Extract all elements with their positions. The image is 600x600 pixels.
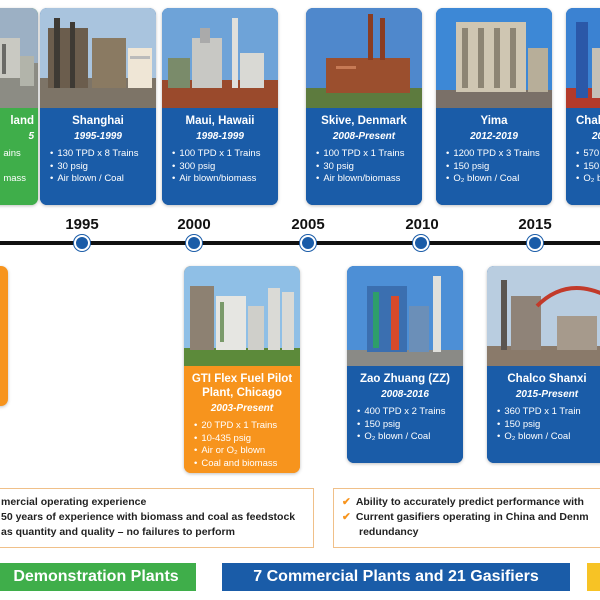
plant-spec: Air blown/biomass [172, 173, 278, 186]
plant-years: 1995-1999 [74, 131, 122, 142]
banner-label: 7 Commercial Plants and 21 Gasifiers [253, 568, 539, 585]
plant-spec: 300 psig [172, 161, 278, 174]
plant-spec: O₂ b [576, 173, 600, 186]
plant-photo [0, 8, 38, 108]
plant-spec: 150 psig [357, 419, 463, 432]
commercial-plants-banner: 7 Commercial Plants and 21 Gasifiers [222, 563, 570, 591]
plant-name: land [10, 115, 34, 127]
plant-name: Yima [480, 115, 508, 127]
plant-spec: 30 psig [50, 161, 156, 174]
timeline-marker [300, 235, 316, 251]
plant-spec: O₂ blown / Coal [446, 173, 552, 186]
plant-name: Skive, Denmark [321, 115, 407, 127]
timeline-marker [74, 235, 90, 251]
plant-years: 2012-2019 [470, 131, 518, 142]
info-line: redundancy [359, 526, 419, 538]
plant-photo [306, 8, 422, 108]
plant-spec: Air blown / Coal [50, 173, 156, 186]
plant-spec: Air blown/biomass [316, 173, 422, 186]
plant-spec: Coal and biomass [194, 458, 300, 471]
plant-name: Maui, Hawaii [185, 115, 255, 127]
year-label: 2000 [177, 216, 211, 233]
plant-card-chalco-shanxi: Chalco Shanxi 2015-Present 360 TPD x 1 T… [487, 266, 600, 463]
plant-spec: 130 TPD x 8 Trains [50, 148, 156, 161]
plant-name: Zao Zhuang (ZZ) [359, 373, 451, 385]
plant-card-maui: Maui, Hawaii 1998-1999 100 TPD x 1 Train… [162, 8, 278, 205]
timeline-marker [186, 235, 202, 251]
plant-spec: O₂ blown / Coal [357, 431, 463, 444]
timeline-marker [527, 235, 543, 251]
info-line: Current gasifiers operating in China and… [355, 511, 589, 523]
plant-name: Shanghai [72, 115, 124, 127]
plant-years: 2015-Present [515, 389, 579, 400]
info-line: 50 years of experience with biomass and … [1, 511, 296, 523]
demonstration-plants-banner: Demonstration Plants [0, 563, 196, 591]
info-line: as quantity and quality – no failures to… [1, 526, 235, 538]
plant-spec [0, 161, 38, 174]
plant-spec: 570 [576, 148, 600, 161]
plant-spec: 100 TPD x 1 Trains [316, 148, 422, 161]
plant-card-zao-zhuang: Zao Zhuang (ZZ) 2008-2016 400 TPD x 2 Tr… [347, 266, 463, 463]
year-label: 1995 [65, 216, 99, 233]
banner-label: Demonstration Plants [13, 568, 179, 585]
info-line: mercial operating experience [1, 496, 147, 508]
plant-years: 2003-Present [210, 403, 274, 414]
timeline-marker [413, 235, 429, 251]
plant-photo [162, 8, 278, 108]
capability-info-box: ✔ Ability to accurately predict performan… [333, 488, 600, 548]
plant-name: Chalco Shanxi [507, 373, 587, 385]
plant-spec: mass [0, 173, 38, 186]
plant-years: 20 [592, 131, 600, 142]
plant-spec: 360 TPD x 1 Train [497, 406, 600, 419]
plant-spec: 150 [576, 161, 600, 174]
plant-card-gti-chicago: GTI Flex Fuel Pilot Plant, Chicago 2003-… [184, 266, 300, 473]
plant-photo [347, 266, 463, 366]
plant-card-partial-left: land 5 ains mass [0, 8, 38, 205]
plant-years: 2008-Present [332, 131, 396, 142]
year-label: 2010 [405, 216, 439, 233]
plant-card-skive: Skive, Denmark 2008-Present 100 TPD x 1 … [306, 8, 422, 205]
plant-photo [184, 266, 300, 366]
plant-spec: 100 TPD x 1 Trains [172, 148, 278, 161]
plant-spec: 150 psig [497, 419, 600, 432]
plant-spec: 20 TPD x 1 Trains [194, 420, 300, 433]
plant-photo [566, 8, 600, 108]
plant-photo [487, 266, 600, 366]
plant-spec: Air or O₂ blown [194, 445, 300, 458]
plant-years: 5 [28, 131, 34, 142]
info-line: Ability to accurately predict performanc… [355, 496, 584, 508]
plant-card-yima: Yima 2012-2019 1200 TPD x 3 Trains 150 p… [436, 8, 552, 205]
check-icon: ✔ [342, 511, 351, 523]
experience-info-box: mercial operating experience 50 years of… [0, 488, 314, 548]
partial-banner-right [587, 563, 600, 591]
plant-years: 1998-1999 [196, 131, 244, 142]
plant-spec: 30 psig [316, 161, 422, 174]
plant-card-partial-right: Chal 20 570 150 O₂ b [566, 8, 600, 205]
plant-spec: 1200 TPD x 3 Trains [446, 148, 552, 161]
plant-years: 2008-2016 [381, 389, 429, 400]
plant-photo [436, 8, 552, 108]
plant-spec: ains [0, 148, 38, 161]
year-label: 2005 [291, 216, 325, 233]
plant-spec: 400 TPD x 2 Trains [357, 406, 463, 419]
plant-spec: O₂ blown / Coal [497, 431, 600, 444]
plant-spec: 150 psig [446, 161, 552, 174]
plant-spec: 10-435 psig [194, 433, 300, 446]
year-label: 2015 [518, 216, 552, 233]
plant-card-partial-orange [0, 266, 8, 406]
check-icon: ✔ [342, 496, 351, 508]
plant-name: Chal [576, 115, 600, 127]
plant-photo [40, 8, 156, 108]
plant-card-shanghai: Shanghai 1995-1999 130 TPD x 8 Trains 30… [40, 8, 156, 205]
plant-name: GTI Flex Fuel Pilot Plant, Chicago [191, 373, 293, 399]
